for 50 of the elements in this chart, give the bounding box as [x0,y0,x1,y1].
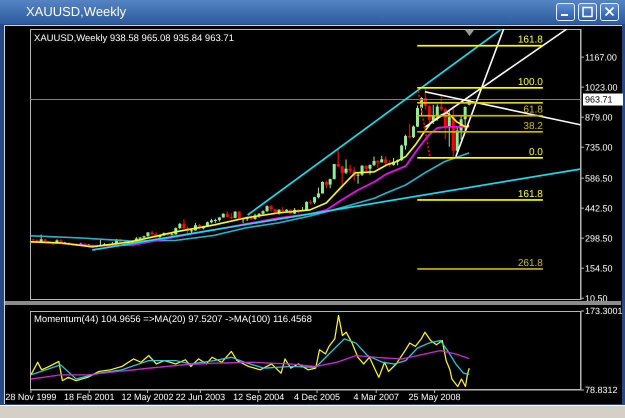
y-tick-label: 735.00 [585,142,613,152]
candlestick [340,165,344,188]
series-label: 161.8 [518,34,544,46]
candlestick [412,125,415,139]
candlestick [368,164,372,176]
candlestick [436,104,439,122]
line-series [30,350,470,380]
text: XAUUSD,Weekly 938.58 965.08 935.84 963.71 [34,33,234,45]
x-tick-label: 28 Nov 1999 [5,392,56,402]
x-tick-label: 4 Mar 2007 [353,392,400,402]
candlestick [372,156,376,167]
candlestick [182,218,186,230]
candlestick [440,94,443,112]
line-series [30,338,470,380]
y-tick-label: 442.50 [585,203,613,214]
chart-title: XAUUSD,Weekly [26,4,126,20]
y-tick-label: 154.50 [585,263,613,274]
candlestick [316,187,320,199]
series-label: 61.8 [523,104,544,116]
candlestick [448,110,451,148]
candlestick [356,172,360,184]
candlestick [336,148,340,168]
series-label: 38.2 [523,120,544,132]
candlestick [416,105,420,128]
line-series [30,152,470,242]
candlestick [328,178,332,189]
series-label: 261.8 [518,258,544,269]
series-label: 100.0 [518,76,544,88]
ref-line-label: 963.71 [585,94,613,105]
series-label: 0.0 [528,146,544,158]
y-tick-label: 1167.00 [585,52,617,62]
y-tick-label: 78.8312 [585,385,618,396]
y-tick-label: 1023.00 [585,82,618,92]
y-tick-label: 879.00 [585,112,613,122]
x-tick-label: 22 Jun 2003 [176,392,226,402]
x-tick-label: 18 Feb 2001 [64,392,114,402]
candlestick [404,134,408,150]
chart-title: Momentum(44) 104.9656 =>MA(20) 97.5207 ->MA(100) 116.4568 [34,314,312,326]
candlestick [332,163,336,180]
line-series [30,314,470,388]
x-tick-label: 12 May 2002 [122,392,174,402]
series-label: 161.8 [518,188,544,200]
y-tick-label: 298.50 [585,233,613,244]
y-tick-label: 173.3001 [585,306,623,316]
x-tick-label: 25 May 2008 [408,392,461,402]
x-tick-label: 4 Dec 2005 [294,392,340,402]
y-tick-label: 586.50 [585,173,613,184]
candlestick [344,158,348,175]
candlestick [320,180,324,194]
x-tick-label: 12 Sep 2004 [233,392,284,402]
